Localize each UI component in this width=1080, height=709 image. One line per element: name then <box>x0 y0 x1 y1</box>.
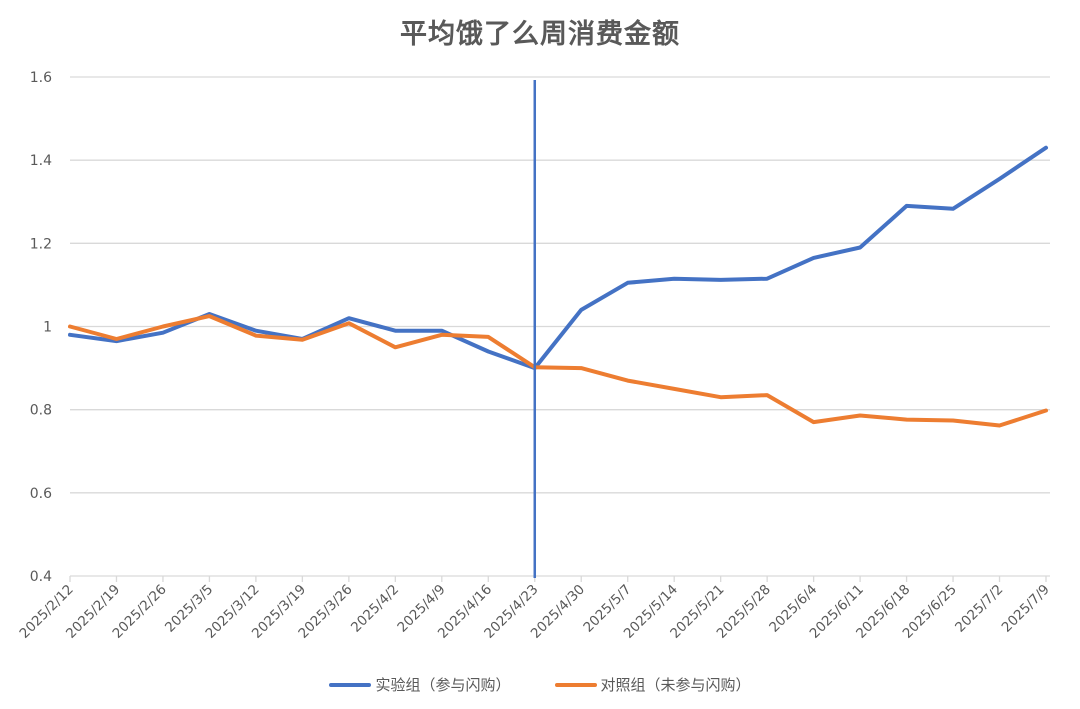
data-series <box>68 145 1048 428</box>
legend-swatch-orange-icon <box>554 682 597 687</box>
y-axis-tick-labels: 0.4 0.6 0.8 1 1.2 1.4 1.6 <box>30 70 52 585</box>
x-tick-label: 2025/4/2 <box>348 582 402 636</box>
legend-label: 对照组（未参与闪购） <box>600 676 751 694</box>
x-axis-tick-labels: 2025/2/122025/2/192025/2/262025/3/52025/… <box>17 582 1053 642</box>
y-tick-label: 1.6 <box>30 70 52 86</box>
series-line-control <box>68 314 1048 428</box>
y-tick-label: 0.6 <box>30 486 52 502</box>
x-tick-label: 2025/7/2 <box>952 582 1006 636</box>
x-tick-label: 2025/7/9 <box>999 582 1053 636</box>
legend-label: 实验组（参与闪购） <box>375 676 511 694</box>
y-tick-label: 0.8 <box>30 403 52 419</box>
series-line-experiment <box>68 145 1048 371</box>
y-tick-label: 1 <box>43 320 52 336</box>
legend: 实验组（参与闪购） 对照组（未参与闪购） <box>0 674 1080 695</box>
gridlines <box>70 76 1050 494</box>
chart-title: 平均饿了么周消费金额 <box>400 19 680 50</box>
legend-item-control[interactable]: 对照组（未参与闪购） <box>554 674 751 695</box>
y-tick-label: 1.4 <box>30 153 52 169</box>
legend-swatch-blue-icon <box>329 682 372 687</box>
y-tick-label: 0.4 <box>30 569 52 585</box>
x-axis <box>69 575 1050 582</box>
legend-item-experiment[interactable]: 实验组（参与闪购） <box>329 674 511 695</box>
y-tick-label: 1.2 <box>30 236 52 252</box>
